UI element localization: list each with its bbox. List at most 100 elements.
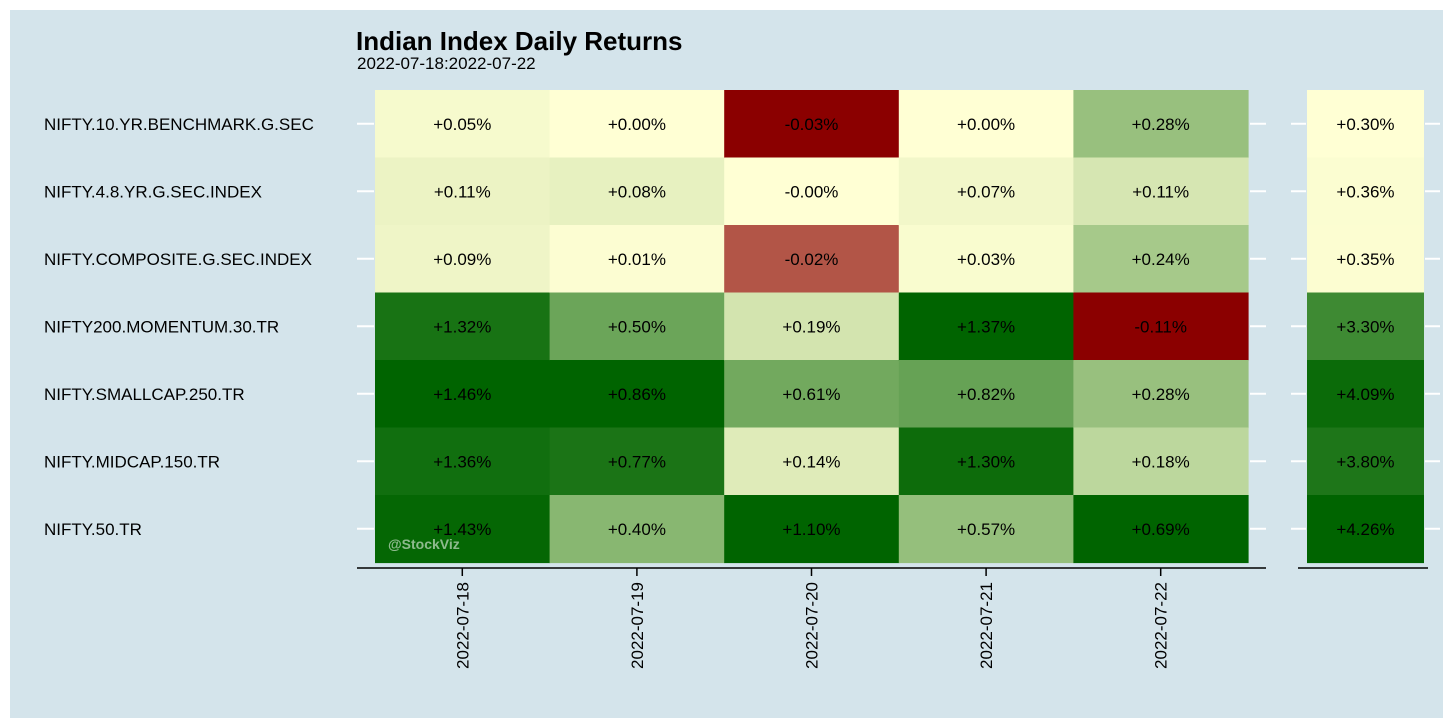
heatmap-cell (375, 90, 551, 159)
cell-value-label: +0.00% (608, 115, 666, 134)
total-cell (1307, 292, 1424, 361)
cell-value-label: +0.69% (1132, 520, 1190, 539)
total-cell (1307, 157, 1424, 226)
cell-value-label: +0.00% (957, 115, 1015, 134)
row-label: NIFTY.4.8.YR.G.SEC.INDEX (44, 182, 262, 201)
x-tick-label: 2022-07-18 (453, 582, 472, 669)
cell-value-label: +1.32% (433, 317, 491, 336)
total-value-label: +0.36% (1336, 182, 1394, 201)
cell-value-label: +0.61% (782, 385, 840, 404)
cell-value-label: +0.01% (608, 250, 666, 269)
heatmap-cell (549, 360, 725, 429)
cell-value-label: +0.19% (782, 317, 840, 336)
x-tick-label: 2022-07-19 (628, 582, 647, 669)
heatmap-cell (549, 157, 725, 226)
heatmap-cell (724, 157, 900, 226)
heatmap-cell (898, 157, 1074, 226)
cell-value-label: +0.24% (1132, 250, 1190, 269)
cell-value-label: +0.11% (1132, 182, 1189, 201)
cell-value-label: +0.11% (434, 182, 491, 201)
cell-value-label: +0.14% (782, 452, 840, 471)
total-cell (1307, 225, 1424, 294)
x-tick-label: 2022-07-22 (1152, 582, 1171, 669)
heatmap-cell (549, 495, 725, 564)
cell-value-label: +0.05% (433, 115, 491, 134)
row-label: NIFTY.MIDCAP.150.TR (44, 452, 220, 471)
row-label: NIFTY.SMALLCAP.250.TR (44, 385, 245, 404)
cell-value-label: +0.28% (1132, 115, 1190, 134)
heatmap-cell (724, 427, 900, 496)
row-label: NIFTY.10.YR.BENCHMARK.G.SEC (44, 115, 314, 134)
chart-title: Indian Index Daily Returns (356, 26, 683, 56)
cell-value-label: +0.28% (1132, 385, 1190, 404)
row-label: NIFTY.COMPOSITE.G.SEC.INDEX (44, 250, 312, 269)
heatmap-cell (898, 292, 1074, 361)
cell-value-label: +0.09% (433, 250, 491, 269)
cell-value-label: +0.77% (608, 452, 666, 471)
total-value-label: +3.80% (1336, 452, 1394, 471)
heatmap-cell (898, 495, 1074, 564)
heatmap-cell (724, 225, 900, 294)
cell-value-label: +1.30% (957, 452, 1015, 471)
cell-value-label: +0.50% (608, 317, 666, 336)
x-tick-label: 2022-07-21 (977, 582, 996, 669)
cell-value-label: +0.40% (608, 520, 666, 539)
heatmap-cell (375, 292, 551, 361)
heatmap-cell (549, 225, 725, 294)
heatmap-cell (1073, 157, 1249, 226)
cell-value-label: +1.37% (957, 317, 1015, 336)
total-value-label: +4.09% (1336, 385, 1394, 404)
heatmap-cell (549, 427, 725, 496)
cell-value-label: +1.10% (782, 520, 840, 539)
total-value-label: +0.30% (1336, 115, 1394, 134)
heatmap-cell (898, 225, 1074, 294)
heatmap-cell (375, 157, 551, 226)
heatmap-cell (1073, 225, 1249, 294)
watermark-text: @StockViz (388, 536, 460, 552)
cell-value-label: -0.00% (785, 182, 839, 201)
heatmap-cell (549, 90, 725, 159)
heatmap-cell (724, 360, 900, 429)
cell-value-label: +0.57% (957, 520, 1015, 539)
heatmap-cell (1073, 427, 1249, 496)
cell-value-label: -0.11% (1134, 317, 1187, 336)
heatmap-cell (724, 495, 900, 564)
heatmap-cell (898, 427, 1074, 496)
cell-value-label: +1.36% (433, 452, 491, 471)
heatmap-cell (375, 360, 551, 429)
total-cell (1307, 427, 1424, 496)
heatmap-cell (375, 495, 551, 564)
total-value-label: +0.35% (1336, 250, 1394, 269)
heatmap-cell (1073, 495, 1249, 564)
total-cell (1307, 495, 1424, 564)
total-cell (1307, 360, 1424, 429)
cell-value-label: -0.03% (785, 115, 839, 134)
heatmap-cell (1073, 90, 1249, 159)
cell-value-label: -0.02% (785, 250, 839, 269)
cell-value-label: +0.03% (957, 250, 1015, 269)
total-cell (1307, 90, 1424, 159)
cell-value-label: +0.86% (608, 385, 666, 404)
row-label: NIFTY.50.TR (44, 520, 142, 539)
chart-subtitle: 2022-07-18:2022-07-22 (357, 54, 536, 73)
row-label: NIFTY200.MOMENTUM.30.TR (44, 317, 279, 336)
heatmap-cell (549, 292, 725, 361)
total-value-label: +4.26% (1336, 520, 1394, 539)
cell-value-label: +0.08% (608, 182, 666, 201)
heatmap-cell (898, 360, 1074, 429)
heatmap-cell (1073, 292, 1249, 361)
heatmap-cell (898, 90, 1074, 159)
cell-value-label: +0.18% (1132, 452, 1190, 471)
heatmap-cell (724, 90, 900, 159)
total-value-label: +3.30% (1336, 317, 1394, 336)
heatmap-cell (375, 225, 551, 294)
heatmap-cell (375, 427, 551, 496)
cell-value-label: +1.43% (433, 520, 491, 539)
heatmap-cell (724, 292, 900, 361)
cell-value-label: +0.82% (957, 385, 1015, 404)
cell-value-label: +1.46% (433, 385, 491, 404)
x-tick-label: 2022-07-20 (803, 582, 822, 669)
cell-value-label: +0.07% (957, 182, 1015, 201)
heatmap-cell (1073, 360, 1249, 429)
